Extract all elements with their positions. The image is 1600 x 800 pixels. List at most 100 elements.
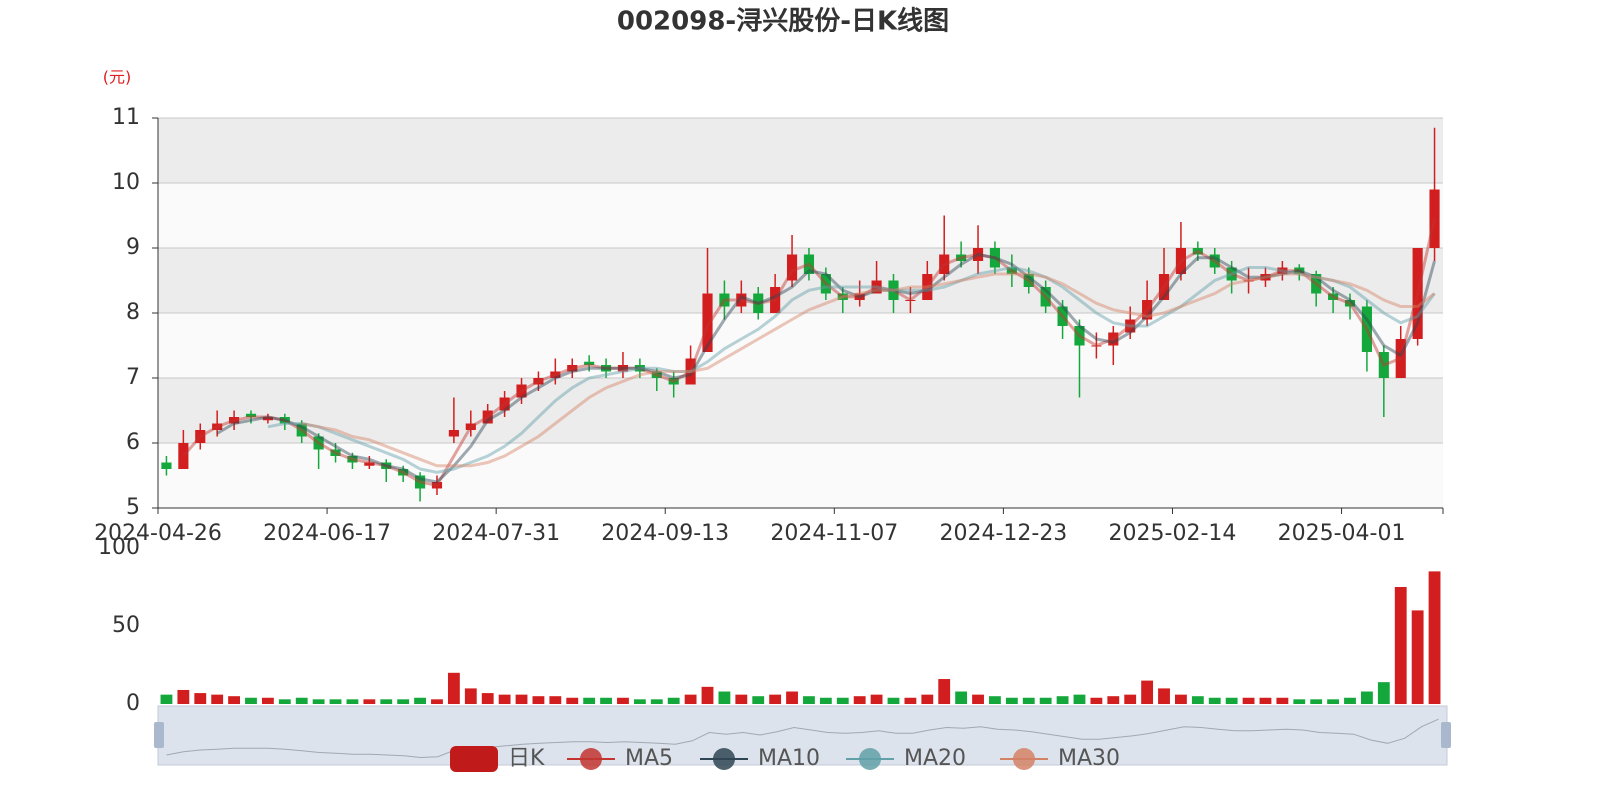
volume-bar	[380, 699, 393, 704]
candle-body	[1243, 280, 1254, 282]
candle-body	[1361, 306, 1372, 352]
y-tick-label: 5	[126, 495, 140, 520]
candle-body	[245, 413, 257, 417]
volume-bar	[464, 688, 477, 704]
candle-body	[989, 248, 1001, 268]
candle-body	[939, 254, 950, 274]
candle-body	[398, 469, 409, 476]
volume-bar	[1428, 571, 1441, 704]
volume-bar	[1344, 697, 1356, 704]
candle-body	[1091, 345, 1102, 347]
candle-body	[567, 365, 578, 372]
volume-bar	[1005, 697, 1018, 704]
candle-body	[330, 449, 341, 456]
zoom-preview	[166, 718, 1439, 759]
candle-body	[262, 417, 273, 421]
candle-body	[1328, 293, 1339, 300]
legend-icon	[859, 748, 881, 770]
volume-bar	[532, 696, 545, 704]
candle-body	[753, 293, 764, 313]
zoom-slider[interactable]	[157, 705, 1448, 766]
volume-bar	[786, 691, 798, 704]
volume-bar	[1208, 697, 1221, 704]
candle-body	[1260, 274, 1271, 281]
volume-bar	[583, 697, 596, 704]
volume-bar	[329, 699, 342, 704]
candle-body	[719, 293, 730, 307]
candle-body	[1192, 248, 1203, 255]
candle-body	[820, 274, 831, 294]
candle-body	[347, 456, 358, 463]
volume-bar	[617, 697, 629, 704]
legend-icon	[713, 748, 735, 770]
legend-item[interactable]: 日K	[450, 746, 545, 772]
legend-label: 日K	[508, 746, 545, 771]
volume-bar	[515, 694, 528, 704]
x-tick-label: 2024-04-26	[94, 521, 222, 546]
volume-bar	[194, 693, 207, 704]
volume-bar	[1073, 694, 1086, 704]
legend-item[interactable]: MA30	[1000, 746, 1120, 771]
candle-body	[516, 384, 527, 398]
volume-bar	[498, 694, 511, 704]
candle-body	[381, 462, 392, 469]
volume-bar	[481, 693, 494, 704]
candle-body	[1006, 267, 1017, 274]
legend-icon	[450, 746, 498, 772]
candle-body	[736, 293, 747, 307]
legend-item[interactable]: MA10	[700, 746, 820, 771]
volume-bar	[1259, 697, 1272, 704]
volume-bar	[431, 699, 443, 704]
volume-bar	[1310, 699, 1323, 704]
volume-bar	[245, 697, 257, 704]
x-tick-label: 2025-02-14	[1109, 521, 1237, 546]
y-tick-label: 10	[112, 170, 140, 195]
ma-line	[182, 218, 1436, 487]
volume-bar	[904, 697, 917, 704]
candle-body	[1209, 254, 1220, 268]
legend-icon	[1013, 748, 1035, 770]
candle-body	[803, 254, 815, 274]
candle-body	[871, 280, 882, 294]
candle-body	[617, 365, 629, 372]
candle-body	[888, 280, 899, 300]
candle-body	[482, 410, 493, 424]
candle-body	[1074, 326, 1085, 346]
zoom-handle-left[interactable]	[154, 722, 164, 748]
legend-label: MA10	[758, 746, 820, 771]
volume-bar	[921, 694, 934, 704]
y-unit: (元)	[103, 68, 132, 87]
x-tick-label: 2024-11-07	[770, 521, 898, 546]
volume-bar	[211, 694, 224, 704]
candle-body	[296, 423, 307, 437]
volume-bar	[397, 699, 410, 704]
volume-bar	[1056, 696, 1069, 704]
volume-bar	[1141, 680, 1154, 704]
candle-body	[195, 430, 206, 443]
legend-item[interactable]: MA20	[846, 746, 966, 771]
volume-bar	[414, 697, 426, 704]
candle-body	[415, 475, 426, 489]
volume-bar	[1360, 691, 1373, 704]
candle-body	[465, 423, 476, 430]
candle-body	[1040, 287, 1051, 307]
candle-body	[229, 417, 240, 424]
volume-tick-label: 0	[126, 691, 140, 716]
ma-line	[267, 265, 1436, 474]
volume-tick-label: 100	[98, 535, 140, 560]
candle-body	[1142, 300, 1153, 320]
y-tick-label: 8	[126, 300, 140, 325]
candle-body	[1395, 339, 1406, 378]
legend-item[interactable]: MA5	[567, 746, 673, 771]
zoom-handle-right[interactable]	[1441, 722, 1451, 748]
y-tick-label: 6	[126, 430, 140, 455]
candle-body	[702, 293, 713, 352]
volume-bar	[600, 697, 612, 704]
volume-bar	[684, 694, 697, 704]
candle-body	[786, 254, 798, 281]
volume-bar	[261, 697, 274, 704]
grid-band	[158, 378, 1443, 443]
candle-body	[837, 293, 848, 300]
candle-body	[584, 361, 595, 365]
